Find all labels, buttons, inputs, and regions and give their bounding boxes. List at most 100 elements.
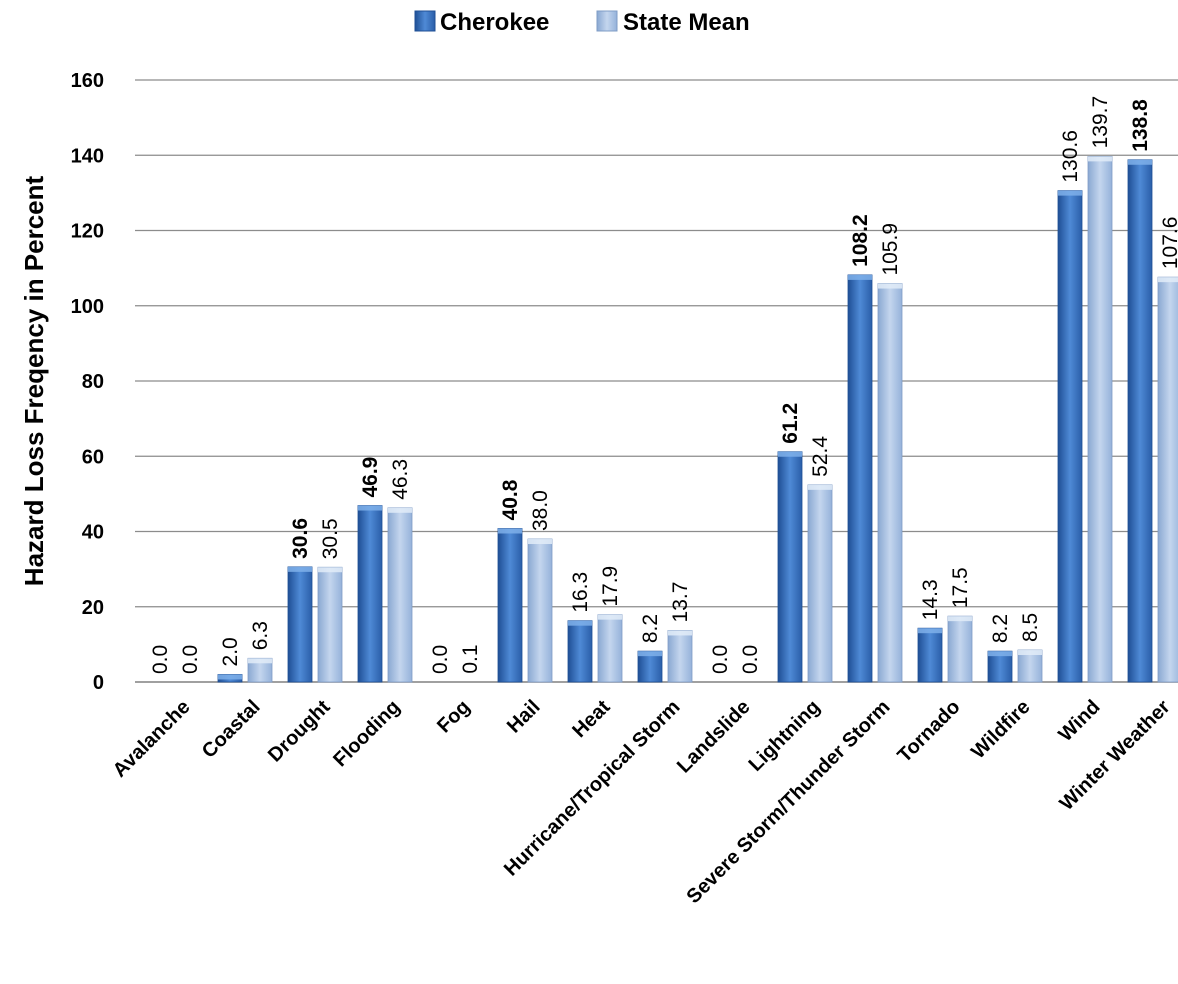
y-tick-label: 0	[93, 672, 104, 694]
legend-swatch-state-mean	[596, 10, 618, 32]
bar-top-cap	[848, 274, 872, 280]
x-category-label: Flooding	[329, 696, 404, 771]
bar-top-cap	[498, 528, 522, 534]
data-label: 2.0	[219, 637, 242, 666]
data-label: 0.0	[739, 645, 762, 674]
y-axis-label: Hazard Loss Freqency in Percent	[19, 175, 49, 586]
bar-cherokee	[1127, 159, 1153, 683]
data-label: 46.3	[389, 459, 412, 500]
data-label: 105.9	[879, 223, 902, 276]
bar-cherokee	[357, 505, 383, 683]
data-label: 40.8	[499, 479, 522, 520]
y-tick-label: 80	[82, 371, 104, 393]
data-label: 17.5	[949, 567, 972, 608]
bar-top-cap	[248, 658, 272, 664]
x-category-label: Wildfire	[967, 696, 1034, 763]
bars	[217, 155, 1178, 683]
bar-top-cap	[778, 451, 802, 457]
data-label: 30.5	[319, 518, 342, 559]
x-category-label: Hail	[503, 696, 544, 737]
y-tick-label: 100	[71, 296, 104, 318]
bar-state-mean	[877, 283, 903, 683]
data-label: 0.1	[459, 644, 482, 673]
data-label: 13.7	[669, 582, 692, 623]
bar-cherokee	[287, 566, 313, 683]
legend-swatch-cherokee	[414, 10, 436, 32]
legend-label-cherokee: Cherokee	[440, 9, 549, 36]
bar-top-cap	[948, 616, 972, 622]
y-tick-label: 60	[82, 446, 104, 468]
bar-state-mean	[947, 615, 973, 683]
bar-top-cap	[1058, 190, 1082, 196]
y-tick-label: 160	[71, 70, 104, 92]
bar-top-cap	[808, 484, 832, 490]
bar-top-cap	[1128, 159, 1152, 165]
data-label: 8.5	[1019, 613, 1042, 642]
data-label: 52.4	[809, 436, 832, 477]
bar-top-cap	[918, 628, 942, 634]
data-label: 130.6	[1059, 130, 1082, 183]
bar-top-cap	[878, 283, 902, 289]
bar-cherokee	[567, 620, 593, 683]
data-label: 0.0	[709, 645, 732, 674]
bar-cherokee	[847, 274, 873, 683]
bar-top-cap	[388, 507, 412, 513]
x-category-label: Fog	[433, 696, 474, 737]
bar-state-mean	[597, 614, 623, 683]
data-label: 108.2	[849, 214, 872, 267]
y-tick-label: 120	[71, 221, 104, 243]
data-label: 139.7	[1089, 96, 1112, 149]
data-label: 8.2	[639, 614, 662, 643]
bar-cherokee	[1057, 190, 1083, 683]
data-label: 30.6	[289, 518, 312, 559]
bar-top-cap	[1018, 650, 1042, 656]
data-label: 46.9	[359, 457, 382, 498]
bar-top-cap	[598, 614, 622, 620]
data-label: 0.0	[429, 645, 452, 674]
data-labels: 0.0 0.0 2.0 6.3 30.6 30.5 46.9 46.3 0.0 0.1 40.8 38…	[149, 96, 1178, 674]
bar-top-cap	[568, 620, 592, 626]
data-label: 107.6	[1159, 217, 1178, 270]
x-category-label: Drought	[264, 696, 335, 767]
data-label: 0.0	[179, 645, 202, 674]
bar-top-cap	[528, 539, 552, 545]
bar-state-mean	[807, 484, 833, 683]
legend: Cherokee State Mean	[414, 9, 750, 36]
x-category-label: Wind	[1055, 696, 1105, 746]
x-category-label: Heat	[568, 696, 614, 742]
bar-top-cap	[218, 674, 242, 680]
data-label: 14.3	[919, 579, 942, 620]
bar-state-mean	[387, 507, 413, 683]
bar-state-mean	[667, 630, 693, 683]
data-label: 8.2	[989, 614, 1012, 643]
data-label: 6.3	[249, 621, 272, 650]
bar-cherokee	[777, 451, 803, 683]
y-tick-label: 20	[82, 597, 104, 619]
data-label: 16.3	[569, 572, 592, 613]
bar-top-cap	[638, 651, 662, 657]
bar-state-mean	[1157, 276, 1178, 683]
data-label: 0.0	[149, 645, 172, 674]
data-label: 61.2	[779, 403, 802, 444]
bar-top-cap	[1158, 277, 1178, 283]
data-label: 17.9	[599, 566, 622, 607]
bar-cherokee	[497, 528, 523, 683]
bar-state-mean	[1087, 155, 1113, 683]
data-label: 38.0	[529, 490, 552, 531]
bar-state-mean	[527, 538, 553, 683]
x-category-label: Tornado	[893, 696, 964, 767]
bar-top-cap	[288, 566, 312, 572]
bar-state-mean	[317, 566, 343, 683]
bar-top-cap	[668, 630, 692, 636]
x-category-label: Landslide	[673, 696, 755, 778]
bar-top-cap	[358, 505, 382, 511]
bar-top-cap	[318, 567, 342, 573]
bar-cherokee	[917, 627, 943, 683]
x-category-label: Avalanche	[109, 696, 195, 782]
legend-label-state-mean: State Mean	[623, 9, 750, 36]
y-axis-ticks: 0 20 40 60 80 100 120 140 160	[71, 70, 104, 694]
bar-top-cap	[988, 651, 1012, 657]
x-category-label: Coastal	[198, 696, 265, 763]
